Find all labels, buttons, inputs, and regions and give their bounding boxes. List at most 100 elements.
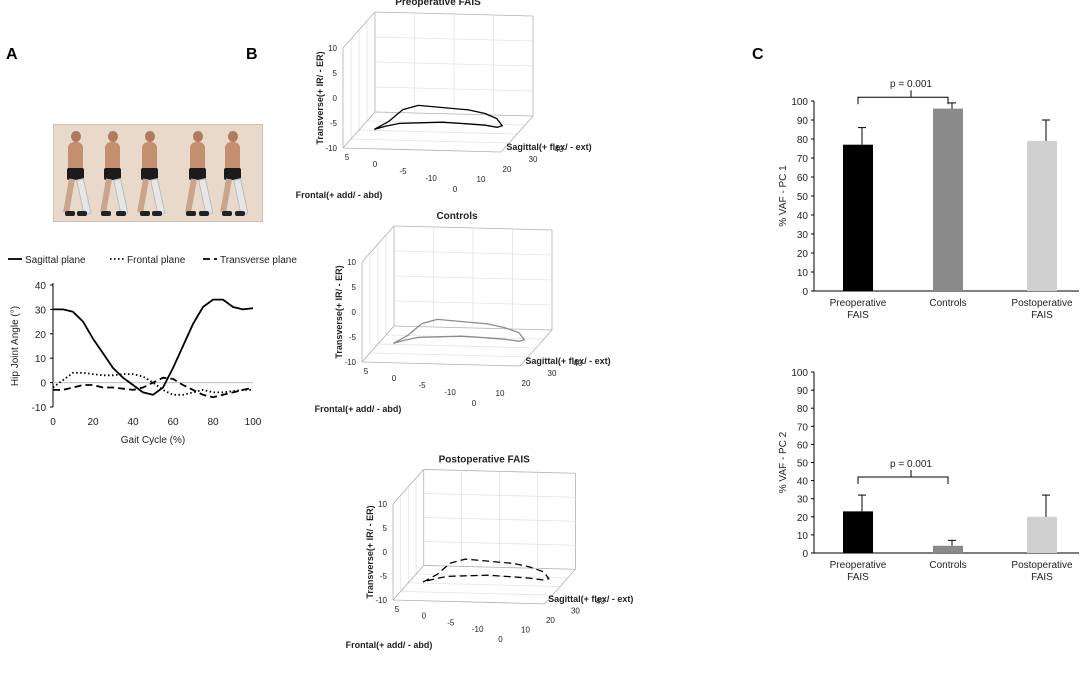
trajectory-line: [422, 558, 550, 583]
box-edge: [361, 225, 395, 263]
y-tick-label: 70: [797, 154, 809, 165]
chart-title: Preoperative FAIS: [395, 0, 481, 8]
z-tick-label: 0: [383, 548, 388, 557]
z-tick-label: 10: [328, 44, 337, 53]
x-tick-label: 20: [503, 165, 512, 174]
trajectory-line: [392, 318, 526, 345]
bar: [933, 108, 963, 291]
y-tick-label: 30: [35, 305, 47, 316]
x-axis-label: Sagittal(+ flex/ - ext): [548, 594, 633, 604]
y-tick-label: -10: [472, 625, 484, 634]
panel-label-b: B: [246, 46, 258, 63]
y-tick-label: 30: [797, 495, 809, 506]
z-tick-label: 0: [352, 308, 357, 317]
y-tick-label: 30: [797, 230, 809, 241]
x-tick-label: 80: [207, 417, 219, 428]
series-line-frontal-plane: [52, 371, 253, 396]
category-label: Controls: [929, 560, 966, 571]
y-tick-label: 100: [791, 368, 808, 379]
z-tick-label: -10: [375, 596, 387, 605]
z-tick-label: -5: [380, 572, 388, 581]
z-tick-label: 10: [378, 500, 387, 509]
y-tick-label: 20: [797, 513, 809, 524]
x-tick-label: 20: [87, 417, 99, 428]
x-tick-label: 0: [453, 185, 458, 194]
y-tick-label: 0: [802, 287, 808, 298]
category-label: Preoperative: [830, 298, 887, 309]
y-tick-label: 20: [35, 330, 47, 341]
y-tick-label: 5: [345, 153, 350, 162]
box-edge: [361, 325, 395, 363]
grid-line: [358, 129, 518, 135]
y-tick-label: 60: [797, 173, 809, 184]
z-tick-label: 5: [383, 524, 388, 533]
y-tick-label: 80: [797, 135, 809, 146]
walker-figure: [219, 131, 249, 217]
category-label: FAIS: [847, 572, 869, 583]
y-axis-label: % VAF - PC 1: [778, 165, 789, 227]
y-tick-label: -10: [32, 403, 47, 414]
y-tick-label: -10: [444, 388, 456, 397]
bar: [1027, 516, 1057, 553]
category-label: FAIS: [847, 310, 869, 321]
bar: [933, 545, 963, 553]
x-tick-label: 10: [521, 626, 530, 635]
box-edge: [342, 111, 376, 149]
box-edge: [392, 599, 545, 605]
y-axis-label: Frontal(+ add/ - abd): [315, 404, 402, 414]
y-tick-label: 100: [791, 97, 808, 108]
y-axis-label: Frontal(+ add/ - abd): [346, 640, 433, 650]
bar: [843, 144, 873, 291]
box-edge: [392, 565, 425, 601]
z-tick-label: 10: [347, 258, 356, 267]
x-tick-label: 40: [574, 359, 583, 368]
y-tick-label: 0: [392, 374, 397, 383]
y-tick-label: 40: [797, 477, 809, 488]
z-tick-label: 0: [333, 94, 338, 103]
x-axis-label: Sagittal(+ flex/ - ext): [506, 142, 591, 152]
z-tick-label: -10: [325, 144, 337, 153]
series-line-transverse-plane: [53, 376, 254, 399]
z-axis-label: Transverse(+ IR/ - ER): [365, 505, 375, 598]
y-tick-label: 70: [797, 422, 809, 433]
significance-label: p = 0.001: [890, 459, 932, 470]
panel-label-c: C: [752, 46, 764, 63]
walking-sequence-photo: [53, 124, 263, 222]
legend-label: Transverse plane: [220, 255, 297, 266]
x-tick-label: 0: [498, 635, 503, 644]
grid-line: [423, 541, 576, 546]
box-edge: [500, 115, 534, 153]
x-tick-label: 30: [548, 369, 557, 378]
legend-label: Frontal plane: [127, 255, 186, 266]
category-label: FAIS: [1031, 572, 1053, 583]
grid-line: [408, 582, 561, 587]
significance-bracket: [857, 476, 949, 484]
category-label: Controls: [929, 298, 966, 309]
chart-title: Controls: [436, 211, 478, 222]
y-tick-label: 0: [373, 160, 378, 169]
x-tick-label: 0: [50, 417, 56, 428]
grid-line: [377, 343, 537, 349]
z-axis-label: Transverse(+ IR/ - ER): [315, 51, 325, 144]
x-tick-label: 30: [529, 155, 538, 164]
box-edge: [361, 361, 521, 367]
x-tick-label: 40: [127, 417, 139, 428]
legend-label: Sagittal plane: [25, 255, 86, 266]
walker-figure: [136, 131, 166, 217]
x-tick-label: 100: [245, 417, 262, 428]
trajectory-line: [373, 104, 503, 131]
x-tick-label: 40: [596, 597, 605, 606]
box-edge: [544, 569, 576, 605]
y-tick-label: 10: [797, 531, 809, 542]
x-tick-label: 10: [477, 175, 486, 184]
box-edge: [342, 147, 502, 153]
y-tick-label: 5: [364, 367, 369, 376]
box-edge: [519, 329, 553, 367]
y-tick-label: 40: [797, 211, 809, 222]
significance-bracket: [857, 96, 949, 105]
y-tick-label: 10: [35, 354, 47, 365]
z-tick-label: -5: [330, 119, 338, 128]
bar: [1027, 140, 1057, 291]
x-tick-label: 30: [571, 606, 580, 615]
